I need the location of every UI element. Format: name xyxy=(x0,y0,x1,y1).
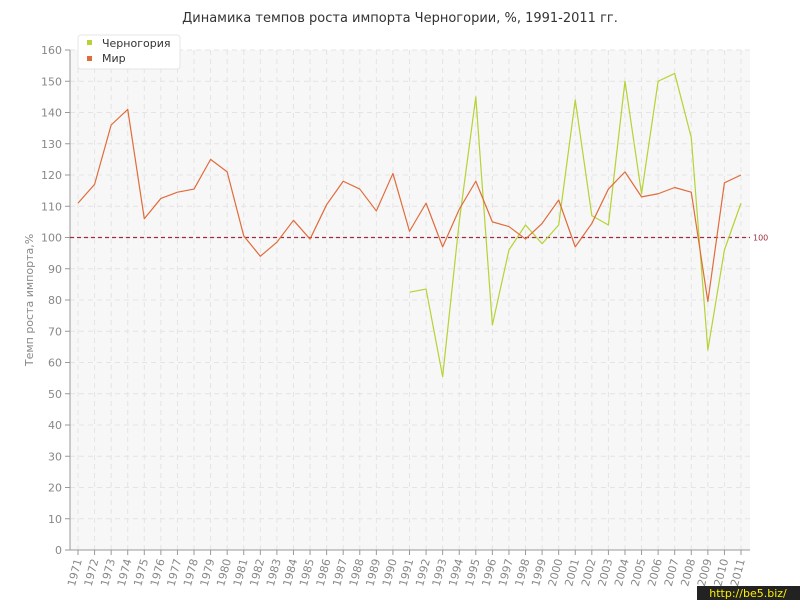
y-tick-label: 10 xyxy=(48,513,62,526)
y-axis-label: Темп роста импорта,% xyxy=(23,234,36,367)
y-tick-label: 140 xyxy=(41,107,62,120)
y-tick-label: 90 xyxy=(48,263,62,276)
axes xyxy=(65,49,750,555)
y-tick-labels: 0 10 20 30 40 50 60 70 80 90 100 110 120 130 140 150 160 xyxy=(41,44,62,557)
legend-label-mir: Мир xyxy=(102,52,126,65)
series-line-1 xyxy=(77,108,742,303)
series-line-0 xyxy=(409,72,742,378)
reference-line-label: 100 xyxy=(753,234,768,243)
watermark: http://be5.biz/ xyxy=(697,586,800,600)
legend-swatch-chernogoria xyxy=(87,40,92,45)
y-tick-label: 50 xyxy=(48,388,62,401)
y-tick-label: 0 xyxy=(55,544,62,557)
y-tick-label: 130 xyxy=(41,138,62,151)
y-tick-label: 30 xyxy=(48,450,62,463)
y-tick-label: 110 xyxy=(41,200,62,213)
series-lines xyxy=(77,72,742,378)
y-tick-label: 80 xyxy=(48,294,62,307)
y-tick-label: 120 xyxy=(41,169,62,182)
y-tick-label: 40 xyxy=(48,419,62,432)
y-tick-label: 20 xyxy=(48,482,62,495)
watermark-background xyxy=(697,586,800,600)
reference-line-group: 100 xyxy=(70,234,768,243)
chart-title: Динамика темпов роста импорта Черногории… xyxy=(182,11,618,26)
legend-swatch-mir xyxy=(87,56,92,61)
y-tick-label: 160 xyxy=(41,44,62,57)
grid xyxy=(70,49,750,550)
y-tick-label: 100 xyxy=(41,232,62,245)
legend: Черногория Мир xyxy=(77,34,181,70)
legend-label-chernogoria: Черногория xyxy=(102,37,170,50)
y-tick-label: 60 xyxy=(48,357,62,370)
y-tick-label: 70 xyxy=(48,325,62,338)
legend-box xyxy=(77,34,181,70)
watermark-text: http://be5.biz/ xyxy=(709,587,787,600)
y-tick-label: 150 xyxy=(41,75,62,88)
